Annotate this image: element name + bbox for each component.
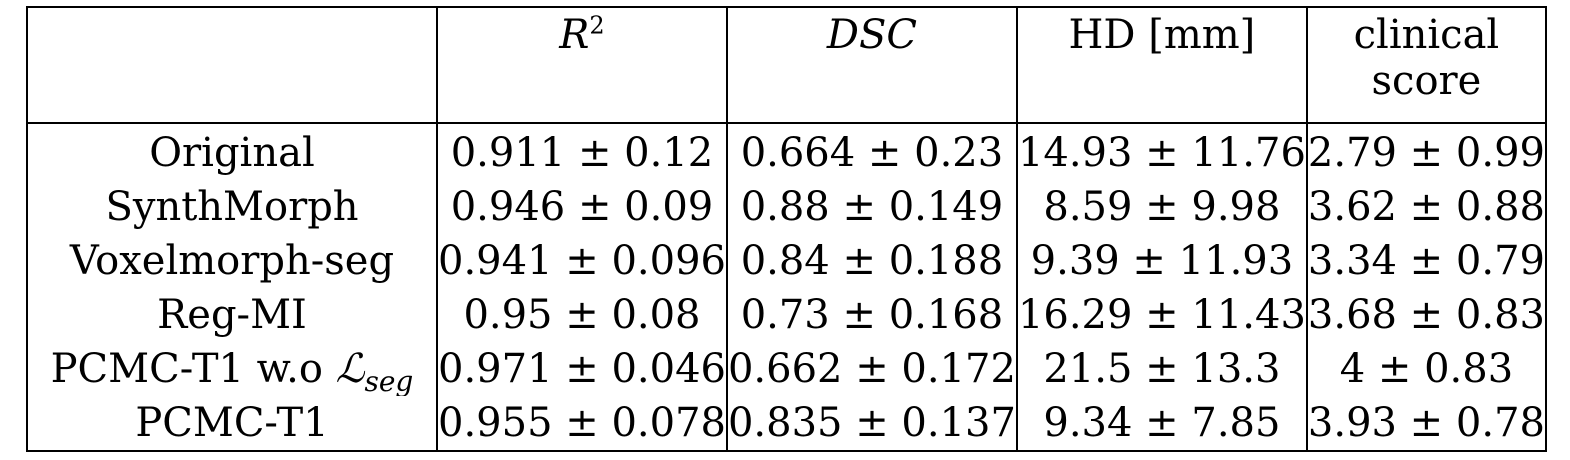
cell-clinical: 4 ± 0.83: [1305, 342, 1547, 396]
cell-dsc: 0.73 ± 0.168: [725, 288, 1018, 342]
cell-clinical: 3.34 ± 0.79: [1305, 234, 1547, 288]
table-row: Original 0.911 ± 0.12 0.664 ± 0.23 14.93…: [26, 123, 1547, 180]
cell-dsc: 0.835 ± 0.137: [725, 396, 1018, 452]
cell-dsc: 0.664 ± 0.23: [725, 123, 1018, 180]
header-clinical-line2: score: [1371, 58, 1482, 104]
cell-dsc: 0.662 ± 0.172: [725, 342, 1018, 396]
cell-hd: 8.59 ± 9.98: [1015, 180, 1308, 234]
cell-method: PCMC-T1 w.o ℒseg: [26, 342, 438, 396]
cell-hd: 21.5 ± 13.3: [1015, 342, 1308, 396]
cell-method: SynthMorph: [26, 180, 438, 234]
cell-r2: 0.941 ± 0.096: [436, 234, 728, 288]
cell-dsc: 0.84 ± 0.188: [725, 234, 1018, 288]
cell-r2: 0.955 ± 0.078: [436, 396, 728, 452]
table-row: PCMC-T1 w.o ℒseg 0.971 ± 0.046 0.662 ± 0…: [26, 342, 1547, 396]
header-row: R2 DSC HD [mm] clinical score: [26, 6, 1547, 124]
results-table: R2 DSC HD [mm] clinical score Original 0.…: [26, 6, 1547, 452]
cell-r2: 0.946 ± 0.09: [436, 180, 728, 234]
cell-hd: 14.93 ± 11.76: [1015, 123, 1308, 180]
table-row: SynthMorph 0.946 ± 0.09 0.88 ± 0.149 8.5…: [26, 180, 1547, 234]
header-clinical-line1: clinical: [1353, 12, 1500, 58]
header-clinical: clinical score: [1305, 6, 1547, 124]
cell-r2: 0.95 ± 0.08: [436, 288, 728, 342]
header-r2-base: R: [559, 12, 590, 58]
cell-method: Voxelmorph-seg: [26, 234, 438, 288]
cell-hd: 9.34 ± 7.85: [1015, 396, 1308, 452]
cell-hd: 16.29 ± 11.43: [1015, 288, 1308, 342]
cell-r2: 0.911 ± 0.12: [436, 123, 728, 180]
header-hd: HD [mm]: [1015, 6, 1308, 124]
cell-dsc: 0.88 ± 0.149: [725, 180, 1018, 234]
header-method: [26, 6, 438, 124]
table-row: Voxelmorph-seg 0.941 ± 0.096 0.84 ± 0.18…: [26, 234, 1547, 288]
cell-clinical: 2.79 ± 0.99: [1305, 123, 1547, 180]
loss-subscript: seg: [364, 365, 414, 396]
header-dsc: DSC: [725, 6, 1018, 124]
cell-method-prefix: PCMC-T1 w.o: [50, 346, 336, 392]
cell-clinical: 3.93 ± 0.78: [1305, 396, 1547, 452]
header-r2: R2: [436, 6, 728, 124]
cell-method: PCMC-T1: [26, 396, 438, 452]
cell-hd: 9.39 ± 11.93: [1015, 234, 1308, 288]
header-dsc-label: DSC: [826, 12, 917, 58]
cell-clinical: 3.62 ± 0.88: [1305, 180, 1547, 234]
cell-r2: 0.971 ± 0.046: [436, 342, 728, 396]
header-r2-sup: 2: [589, 11, 605, 40]
table-row: PCMC-T1 0.955 ± 0.078 0.835 ± 0.137 9.34…: [26, 396, 1547, 452]
cell-clinical: 3.68 ± 0.83: [1305, 288, 1547, 342]
loss-symbol: ℒ: [335, 346, 365, 392]
table-row: Reg-MI 0.95 ± 0.08 0.73 ± 0.168 16.29 ± …: [26, 288, 1547, 342]
cell-method: Original: [26, 123, 438, 180]
cell-method: Reg-MI: [26, 288, 438, 342]
